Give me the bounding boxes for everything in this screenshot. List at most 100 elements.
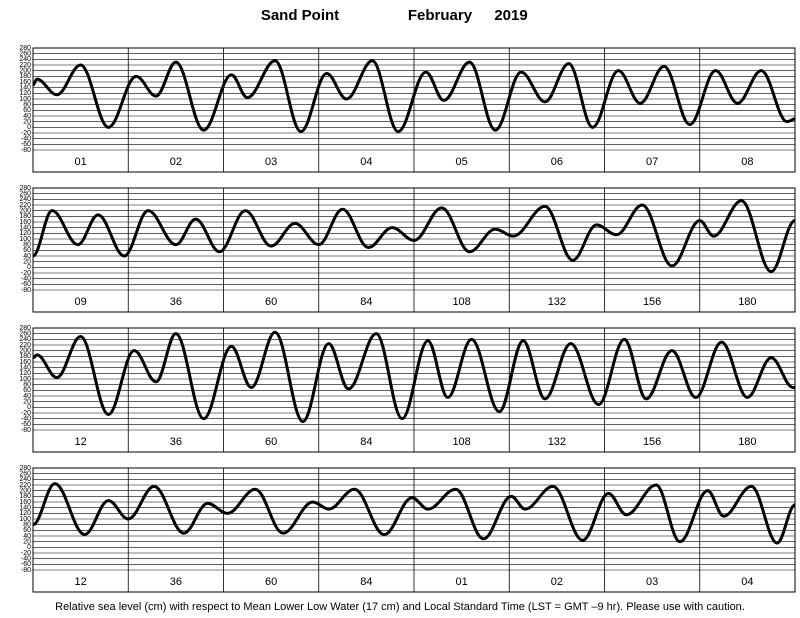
y-tick-label: -40 — [21, 136, 31, 143]
y-tick-label: 200 — [19, 488, 31, 495]
y-tick-label: 100 — [19, 236, 31, 243]
day-label: 07 — [646, 156, 658, 168]
y-tick-label: 100 — [19, 516, 31, 523]
y-tick-label: 80 — [23, 102, 31, 109]
y-tick-label: -60 — [21, 281, 31, 288]
y-tick-label: 80 — [23, 242, 31, 249]
day-label: 05 — [456, 156, 468, 168]
y-tick-label: 200 — [19, 208, 31, 215]
day-label: 02 — [551, 576, 563, 588]
y-tick-label: 60 — [23, 247, 31, 254]
y-tick-label: 240 — [19, 196, 31, 203]
day-label: 180 — [738, 436, 756, 448]
y-tick-label: -80 — [21, 427, 31, 434]
day-label: 84 — [360, 576, 372, 588]
day-label: 108 — [452, 436, 470, 448]
tide-curve — [32, 330, 795, 423]
station-title: Sand Point — [261, 7, 339, 24]
y-tick-label: 280 — [19, 325, 31, 332]
y-tick-label: -20 — [21, 130, 31, 137]
y-tick-label: 220 — [19, 202, 31, 209]
y-tick-label: -60 — [21, 421, 31, 428]
y-tick-label: 120 — [19, 90, 31, 97]
y-tick-label: 20 — [23, 119, 31, 126]
y-tick-label: 40 — [23, 253, 31, 260]
y-tick-label: 260 — [19, 191, 31, 198]
y-tick-label: 120 — [19, 230, 31, 237]
panel-frame — [32, 327, 796, 453]
y-tick-label: 240 — [19, 56, 31, 63]
y-tick-label: 160 — [19, 219, 31, 226]
y-tick-label: 60 — [23, 387, 31, 394]
day-label: 12 — [75, 576, 87, 588]
panel-frame — [32, 187, 796, 313]
y-tick-label: -80 — [21, 567, 31, 574]
y-tick-label: 0 — [27, 544, 31, 551]
y-tick-label: 200 — [19, 348, 31, 355]
day-label: 156 — [643, 296, 661, 308]
y-tick-label: 120 — [19, 510, 31, 517]
day-label: 180 — [738, 296, 756, 308]
day-label: 132 — [548, 296, 566, 308]
day-label: 60 — [265, 436, 277, 448]
y-tick-label: -60 — [21, 141, 31, 148]
day-label: 01 — [456, 576, 468, 588]
day-label: 12 — [75, 436, 87, 448]
y-tick-label: 160 — [19, 499, 31, 506]
y-tick-label: 140 — [19, 365, 31, 372]
y-tick-label: -40 — [21, 276, 31, 283]
y-tick-label: -80 — [21, 287, 31, 294]
y-tick-label: 20 — [23, 259, 31, 266]
y-tick-label: 20 — [23, 539, 31, 546]
y-tick-label: 40 — [23, 533, 31, 540]
day-label: 36 — [170, 436, 182, 448]
y-tick-label: 0 — [27, 124, 31, 131]
month-title: February — [408, 7, 473, 24]
y-tick-label: 120 — [19, 370, 31, 377]
day-label: 06 — [551, 156, 563, 168]
day-label: 84 — [360, 436, 372, 448]
day-label: 84 — [360, 296, 372, 308]
day-label: 108 — [452, 296, 470, 308]
y-tick-label: 160 — [19, 79, 31, 86]
y-tick-label: -40 — [21, 556, 31, 563]
y-tick-label: 280 — [19, 185, 31, 192]
y-tick-label: 80 — [23, 382, 31, 389]
day-label: 04 — [741, 576, 753, 588]
y-tick-label: 40 — [23, 393, 31, 400]
day-label: 132 — [548, 436, 566, 448]
day-label: 36 — [170, 296, 182, 308]
panel-frame — [32, 47, 796, 173]
y-tick-label: 60 — [23, 107, 31, 114]
y-tick-label: 260 — [19, 471, 31, 478]
y-tick-label: 20 — [23, 399, 31, 406]
tide-curve — [32, 482, 796, 545]
y-tick-label: 60 — [23, 527, 31, 534]
day-label: 01 — [75, 156, 87, 168]
day-label: 09 — [75, 296, 87, 308]
y-tick-label: 160 — [19, 359, 31, 366]
y-tick-label: 220 — [19, 342, 31, 349]
y-tick-label: 180 — [19, 73, 31, 80]
day-label: 04 — [360, 156, 372, 168]
day-label: 03 — [646, 576, 658, 588]
day-label: 03 — [265, 156, 277, 168]
panel-frame — [32, 467, 796, 593]
y-tick-label: 100 — [19, 96, 31, 103]
y-tick-label: 180 — [19, 353, 31, 360]
y-tick-label: 240 — [19, 476, 31, 483]
day-label: 08 — [741, 156, 753, 168]
y-tick-label: 260 — [19, 51, 31, 58]
y-tick-label: -20 — [21, 270, 31, 277]
day-label: 36 — [170, 576, 182, 588]
y-tick-label: 240 — [19, 336, 31, 343]
y-tick-label: 140 — [19, 505, 31, 512]
y-tick-label: -40 — [21, 416, 31, 423]
y-tick-label: 100 — [19, 376, 31, 383]
y-tick-label: -20 — [21, 410, 31, 417]
y-tick-label: 280 — [19, 45, 31, 52]
y-tick-label: 220 — [19, 62, 31, 69]
tide-panel: 280260240220200180160140120100806040200-… — [19, 185, 796, 313]
day-label: 60 — [265, 296, 277, 308]
